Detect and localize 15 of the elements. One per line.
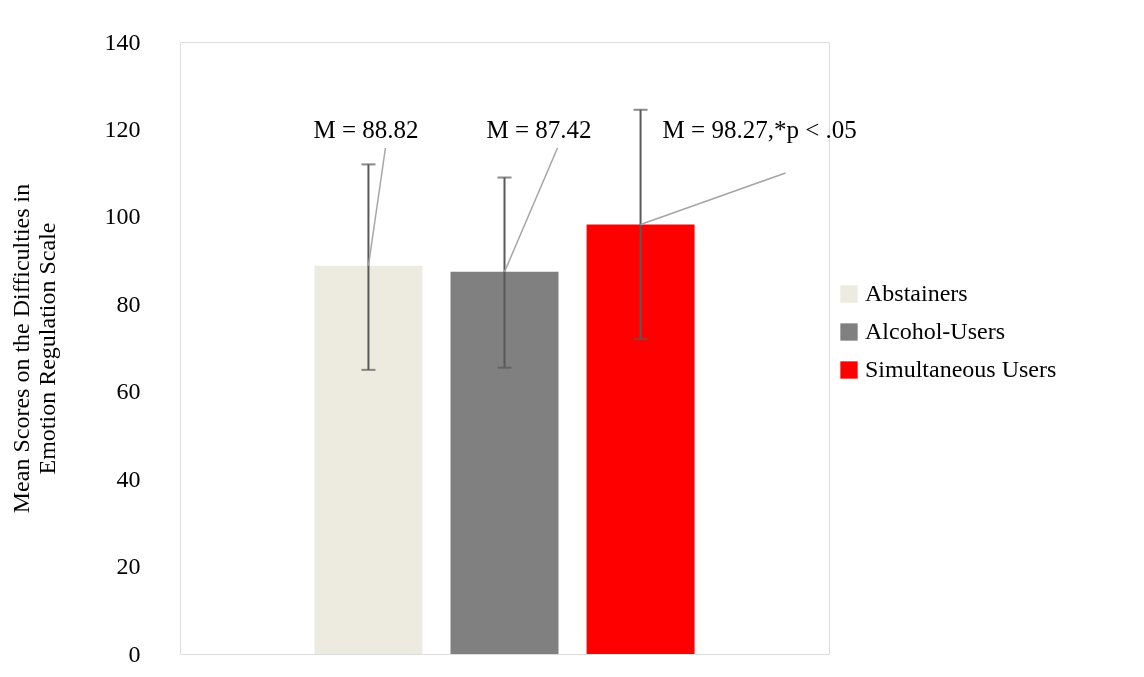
annotation: M = 98.27,*p < .05 [662,116,857,143]
y-tick-label: 20 [116,553,141,580]
y-tick-label: 100 [104,203,141,230]
y-axis-title: Mean Scores on the Difficulties in Emotion Regulation Scale [7,183,60,514]
y-tick-label: 0 [128,640,141,667]
legend-label: Alcohol-Users [865,318,1005,344]
y-tick-label: 80 [116,290,141,317]
legend-label: Simultaneous Users [865,356,1057,382]
y-tick-label: 60 [116,378,141,405]
annotation: M = 87.42 [486,116,592,143]
y-tick-label: 120 [104,115,141,142]
y-tick-label: 140 [104,28,141,55]
legend-label: Abstainers [865,280,968,306]
annotation: M = 88.82 [313,116,419,143]
y-tick-label: 40 [116,465,141,492]
